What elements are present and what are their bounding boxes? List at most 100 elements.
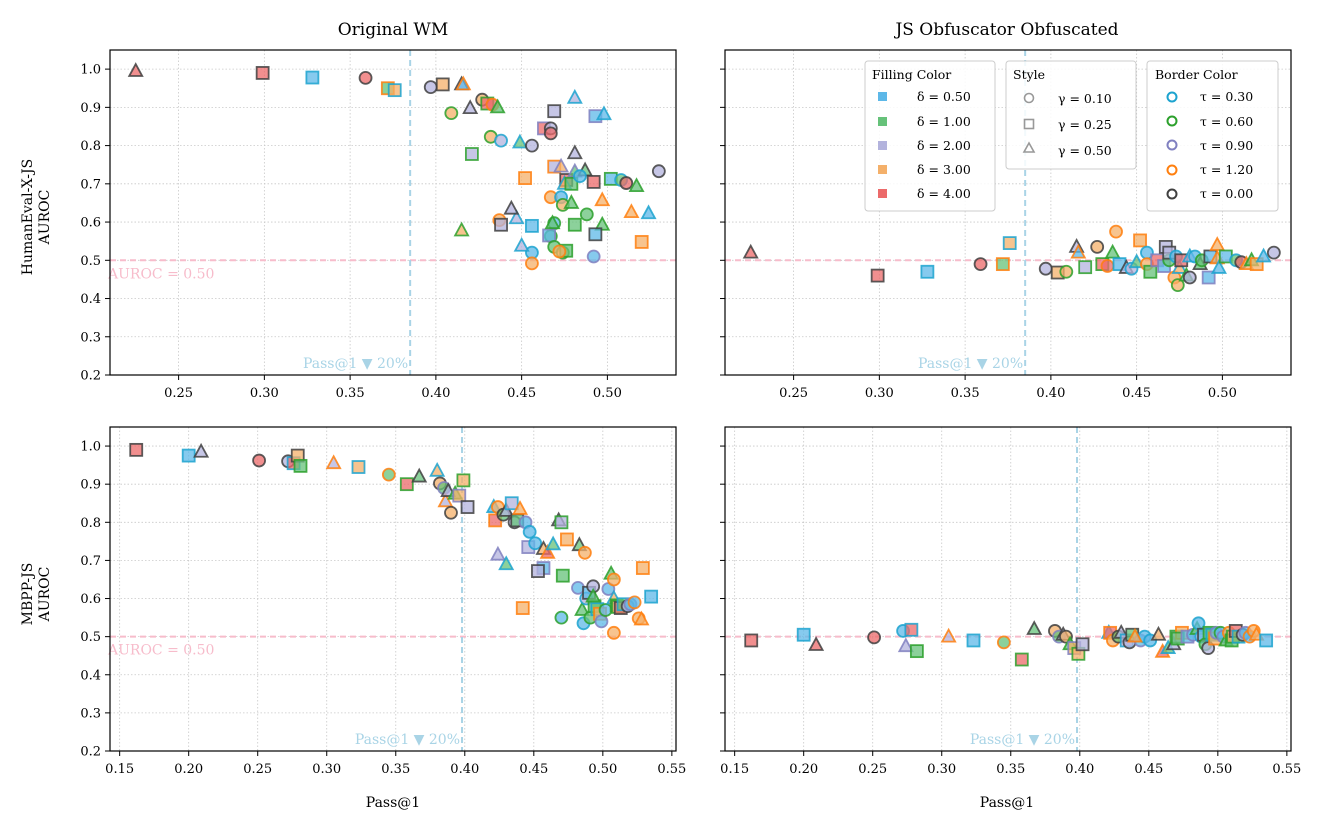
data-point <box>1201 270 1216 285</box>
x-tick-label: 0.40 <box>1036 386 1065 401</box>
data-point <box>1002 236 1017 250</box>
legend-fill-swatch-2 <box>878 117 887 126</box>
data-point <box>1070 243 1087 259</box>
data-point <box>387 83 402 98</box>
data-point <box>429 461 446 477</box>
data-point <box>594 614 609 629</box>
data-point <box>508 209 525 225</box>
legend-fill-item-5: δ = 4.00 <box>917 186 971 201</box>
x-tick-label: 0.30 <box>927 762 956 777</box>
y-tick-label: 0.7 <box>80 177 101 192</box>
points-group <box>129 442 659 640</box>
x-tick-label: 0.35 <box>996 762 1025 777</box>
data-point <box>560 532 574 547</box>
data-point <box>566 88 583 104</box>
y-tick-label: 0.2 <box>80 745 101 760</box>
legend-border-color: Border Color τ = 0.30 τ = 0.60 τ = 0.90 … <box>1146 60 1279 212</box>
data-point <box>573 169 587 184</box>
x-tick-label: 0.35 <box>381 762 410 777</box>
legend-fill-frame <box>864 60 996 212</box>
data-point <box>585 587 602 603</box>
data-point <box>867 630 881 645</box>
data-point <box>1059 264 1074 279</box>
row-label-humaneval: HumanEval-X-JS AUROC <box>20 159 53 275</box>
x-tick-label: 0.45 <box>507 386 536 401</box>
panel-3: Pass@1 ▼ 20%AUROC = 0.500.15 0.20 0.25 0.30… <box>80 426 686 777</box>
data-point <box>181 448 196 463</box>
data-point <box>456 473 471 488</box>
legend-style: Style γ = 0.10 γ = 0.25 γ = 0.50 <box>1005 60 1137 170</box>
data-point <box>503 199 520 215</box>
data-point <box>1170 278 1185 293</box>
data-point <box>547 104 562 119</box>
x-tick-label: 0.50 <box>1203 762 1232 777</box>
x-tick-label: 0.35 <box>336 386 365 401</box>
axes-frame <box>109 426 677 752</box>
data-point <box>252 453 266 468</box>
data-point <box>435 77 450 92</box>
panel-4: Pass@1 ▼ 20% 0.15 0.20 0.25 0.30 0.35 0.40 0.45… <box>720 426 1301 777</box>
data-point <box>543 126 558 141</box>
y-tick-label: 0.5 <box>80 630 101 645</box>
data-point <box>594 191 611 207</box>
data-point <box>1150 625 1167 641</box>
legend-filling-color: Filling Color δ = 0.50 δ = 1.00 δ = 2.00… <box>864 60 996 212</box>
panel-1: Pass@1 ▼ 20%AUROC = 0.500.25 0.30 0.35 0.40… <box>80 49 677 401</box>
x-tick-label: 0.45 <box>1122 386 1151 401</box>
x-tick-label: 0.55 <box>657 762 686 777</box>
data-point <box>640 204 657 220</box>
row-label-mbpp: MBPP-JS AUROC <box>20 563 53 626</box>
data-point <box>518 171 532 185</box>
y-tick-label: 1.0 <box>80 440 101 455</box>
pass-drop-label: Pass@1 ▼ 20% <box>970 732 1075 748</box>
x-tick-label: 0.25 <box>164 386 193 401</box>
data-point <box>1259 633 1274 648</box>
data-point <box>579 207 594 222</box>
y-tick-label: 0.8 <box>80 139 101 154</box>
data-point <box>494 217 508 232</box>
axes-frame <box>724 49 1292 376</box>
x-tick-label: 0.55 <box>1272 762 1301 777</box>
data-point <box>606 572 621 587</box>
data-point <box>494 133 508 148</box>
data-point <box>1133 233 1147 248</box>
data-point <box>1210 259 1227 274</box>
data-point <box>566 144 583 160</box>
data-point <box>586 175 601 189</box>
legend-fill-swatch-3 <box>878 141 887 150</box>
legend-border-swatch-2 <box>1166 115 1178 127</box>
data-point <box>531 564 545 578</box>
legend-style-square-icon <box>1023 118 1035 130</box>
data-point <box>462 99 479 115</box>
x-tick-label: 0.40 <box>421 386 450 401</box>
data-point <box>539 543 556 559</box>
data-point <box>627 595 642 610</box>
row-label-humaneval-line1: HumanEval-X-JS <box>20 159 36 275</box>
data-point <box>351 460 366 474</box>
data-point <box>577 545 592 560</box>
legend-border-swatch-4 <box>1166 164 1178 176</box>
x-tick-label: 0.45 <box>519 762 548 777</box>
data-point <box>909 644 924 659</box>
data-point <box>1078 260 1093 275</box>
data-point <box>1075 637 1090 652</box>
legend-style-item-3: γ = 0.50 <box>1058 143 1112 158</box>
data-point <box>437 492 454 508</box>
data-point <box>635 561 650 575</box>
legend-style-triangle-icon <box>1022 141 1036 153</box>
x-tick-label: 0.25 <box>858 762 887 777</box>
legend-border-swatch-5 <box>1166 188 1178 200</box>
legend-border-item-5: τ = 0.00 <box>1200 186 1253 201</box>
row-label-mbpp-line2: AUROC <box>37 567 53 623</box>
data-point <box>464 147 479 161</box>
x-tick-label: 0.35 <box>951 386 980 401</box>
legend-fill-item-4: δ = 3.00 <box>917 162 971 177</box>
data-point <box>552 244 567 259</box>
y-tick-label: 0.6 <box>80 216 101 231</box>
x-tick-label: 0.15 <box>105 762 134 777</box>
data-point <box>966 633 981 648</box>
data-point <box>544 214 561 230</box>
legend-border-item-3: τ = 0.90 <box>1200 138 1253 153</box>
data-point <box>460 500 475 514</box>
